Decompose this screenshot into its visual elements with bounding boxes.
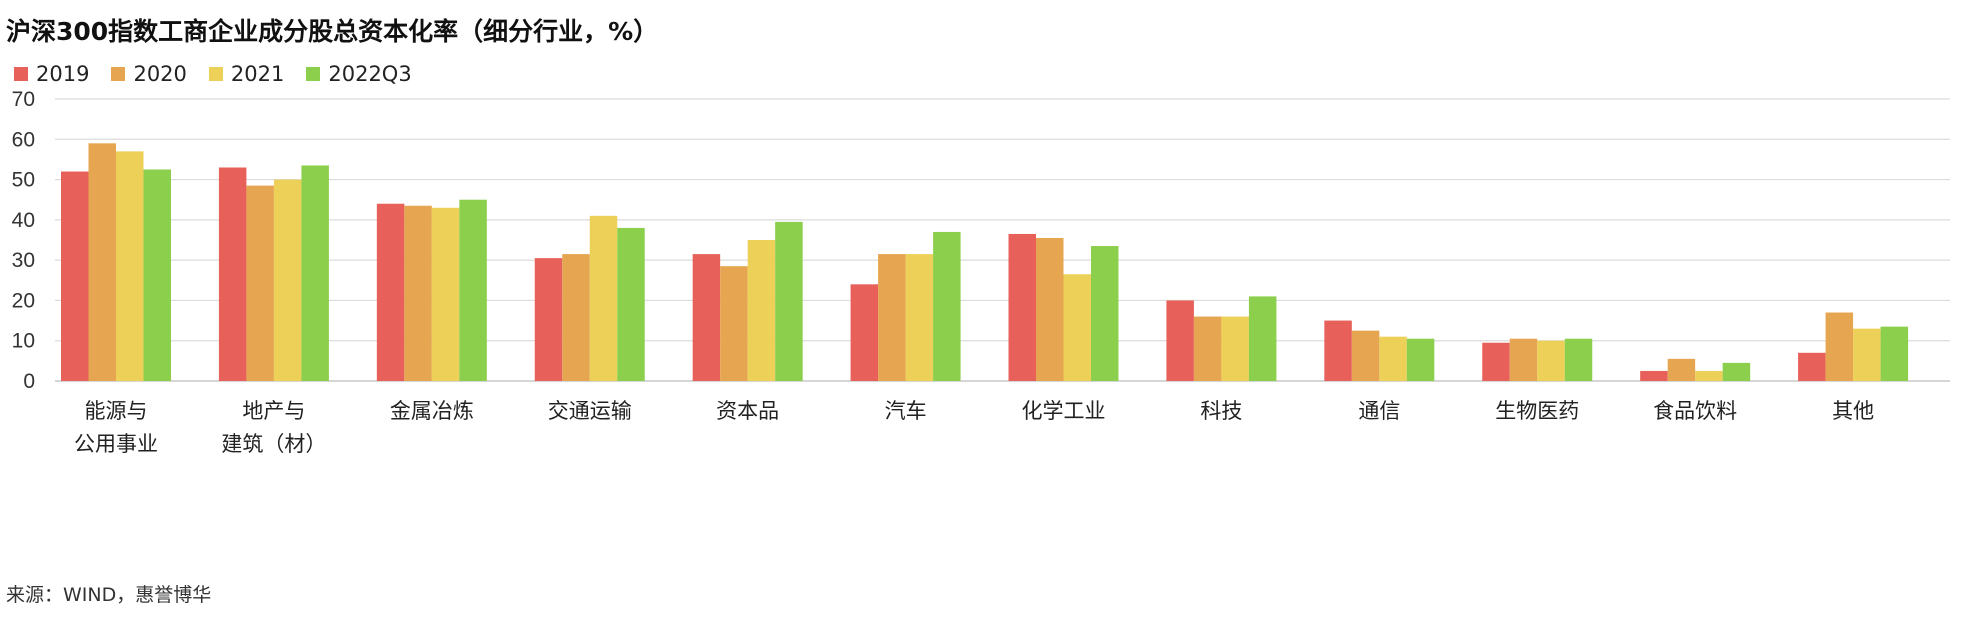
category-label: 通信 — [1358, 399, 1400, 423]
bar-2021 — [747, 240, 776, 381]
bar-2021 — [1063, 274, 1091, 381]
category-label: 食品饮料 — [1653, 399, 1737, 423]
y-tick-label: 0 — [23, 370, 35, 393]
category-label: 汽车 — [885, 399, 927, 423]
bar-2022Q3 — [1880, 326, 1909, 381]
bar-2022Q3 — [1091, 246, 1119, 381]
bar-2021 — [431, 207, 460, 381]
bar-2019 — [1640, 370, 1668, 381]
bar-2022Q3 — [143, 169, 171, 381]
y-tick-label: 20 — [12, 289, 35, 312]
bar-2020 — [1825, 312, 1854, 381]
bar-2021 — [1853, 328, 1881, 381]
bar-2022Q3 — [1564, 338, 1593, 381]
bar-2020 — [1193, 316, 1222, 381]
category-label: 地产与 — [242, 399, 305, 423]
bar-2019 — [1008, 233, 1036, 381]
y-tick-label: 50 — [12, 169, 35, 192]
category-label: 交通运输 — [548, 399, 632, 423]
legend-label: 2019 — [36, 62, 90, 86]
bar-2021 — [1379, 336, 1407, 381]
category-label: 金属冶炼 — [390, 399, 474, 423]
legend-item-2019: 2019 — [14, 62, 89, 86]
bar-2020 — [1036, 237, 1064, 381]
bar-2022Q3 — [775, 221, 803, 381]
y-tick-label: 30 — [12, 249, 35, 272]
y-tick-label: 10 — [12, 330, 35, 353]
bar-2019 — [61, 171, 89, 381]
category-label: 生物医药 — [1495, 399, 1579, 423]
bar-2020 — [88, 143, 116, 381]
bar-2021 — [1221, 316, 1249, 381]
legend-item-2020: 2020 — [111, 62, 187, 86]
bar-2020 — [562, 254, 590, 381]
bar-2020 — [1351, 330, 1380, 381]
bar-2019 — [692, 254, 721, 381]
bar-2022Q3 — [617, 227, 645, 381]
legend-swatch — [14, 67, 28, 81]
bar-2019 — [1324, 320, 1352, 381]
bar-2020 — [404, 205, 432, 381]
category-label: 科技 — [1200, 399, 1242, 423]
bar-2019 — [534, 258, 563, 381]
legend-swatch — [208, 67, 223, 81]
bar-2022Q3 — [301, 165, 329, 381]
category-label: 资本品 — [716, 399, 779, 423]
category-label: 化学工业 — [1022, 399, 1106, 423]
bar-2019 — [376, 203, 405, 381]
bar-2019 — [218, 167, 247, 381]
bar-2020 — [878, 254, 906, 381]
y-tick-label: 60 — [12, 128, 35, 151]
legend-item-2022Q3: 2022Q3 — [306, 62, 412, 86]
y-tick-label: 70 — [12, 88, 35, 111]
category-label: 其他 — [1832, 399, 1874, 423]
bar-2020 — [246, 185, 274, 381]
legend-swatch — [306, 67, 321, 81]
legend-item-2021: 2021 — [208, 62, 285, 86]
bar-2021 — [1695, 370, 1723, 381]
bar-2022Q3 — [1406, 338, 1435, 381]
legend-label: 2022Q3 — [328, 62, 412, 86]
bar-2021 — [905, 254, 934, 381]
bar-2019 — [1482, 342, 1510, 381]
bar-2022Q3 — [933, 231, 961, 381]
bar-2019 — [850, 284, 879, 381]
bar-2021 — [116, 151, 144, 381]
bar-2020 — [1667, 358, 1696, 381]
bar-2019 — [1798, 352, 1826, 381]
bar-2022Q3 — [1248, 296, 1277, 381]
legend: 2019 2020 2021 2022Q3 — [14, 62, 434, 86]
bar-2021 — [273, 179, 302, 381]
y-tick-label: 40 — [12, 209, 35, 232]
category-label: 建筑（材） — [221, 432, 326, 456]
bar-2022Q3 — [459, 199, 487, 381]
bar-2022Q3 — [1722, 362, 1751, 381]
source-note: 来源：WIND，惠誉博华 — [6, 584, 212, 606]
bar-2020 — [1509, 338, 1538, 381]
legend-swatch — [111, 67, 126, 81]
chart-title: 沪深300指数工商企业成分股总资本化率（细分行业，%） — [6, 17, 659, 46]
category-label: 能源与 — [85, 399, 148, 423]
bar-2019 — [1166, 300, 1194, 381]
bar-2021 — [1537, 340, 1565, 381]
category-label: 公用事业 — [74, 432, 158, 456]
bar-2020 — [720, 266, 748, 381]
legend-label: 2020 — [133, 62, 187, 86]
legend-label: 2021 — [230, 62, 285, 86]
bar-2021 — [589, 215, 618, 381]
